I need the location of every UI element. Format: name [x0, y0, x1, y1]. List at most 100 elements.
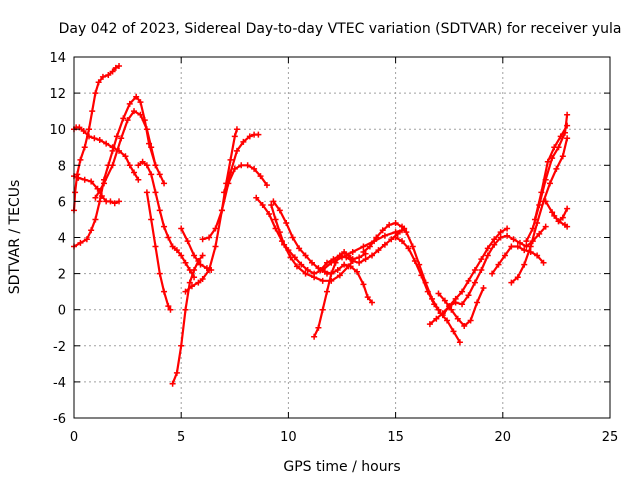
data-point — [188, 283, 195, 290]
data-point — [319, 306, 326, 313]
data-point — [373, 234, 380, 241]
data-point — [227, 156, 234, 163]
data-point — [484, 252, 491, 259]
data-point — [514, 243, 521, 250]
data-point — [96, 198, 103, 205]
data-point — [454, 315, 461, 322]
data-point — [152, 243, 159, 250]
data-point — [88, 178, 95, 185]
data-point — [349, 248, 356, 255]
data-point — [184, 238, 191, 245]
data-point — [471, 279, 478, 286]
data-point — [527, 243, 534, 250]
data-point — [431, 301, 438, 308]
data-point — [510, 236, 517, 243]
data-point — [289, 234, 296, 241]
data-point — [195, 279, 202, 286]
series-arc-13 — [253, 194, 406, 277]
data-point — [450, 328, 457, 335]
axis-ticks: 0 5 10 15 20 25 -6 -4 -2 0 2 4 6 8 10 12 14 — [49, 51, 618, 445]
data-point — [109, 162, 116, 169]
data-point — [564, 135, 571, 142]
data-point — [360, 243, 367, 250]
data-point — [480, 285, 487, 292]
data-point — [287, 254, 294, 261]
data-point — [491, 241, 498, 248]
data-point — [116, 198, 123, 205]
data-point — [156, 171, 163, 178]
data-point — [323, 259, 330, 266]
data-point — [81, 144, 88, 151]
data-point — [549, 209, 556, 216]
data-point — [551, 212, 558, 219]
data-point — [495, 261, 502, 268]
data-point — [137, 111, 144, 118]
data-point — [116, 63, 123, 70]
data-point — [298, 261, 305, 268]
data-point — [233, 147, 240, 154]
data-point — [504, 225, 511, 232]
data-point — [349, 257, 356, 264]
series-arc-20 — [392, 234, 463, 346]
data-point — [474, 299, 481, 306]
data-point — [379, 227, 386, 234]
data-point — [478, 256, 485, 263]
data-point — [452, 295, 459, 302]
series-line — [201, 164, 269, 241]
data-point — [253, 194, 260, 201]
series-arc-18 — [323, 261, 376, 306]
data-point — [178, 225, 185, 232]
y-tick-label: 0 — [58, 304, 66, 319]
y-axis-label: SDTVAR / TECUs — [7, 180, 23, 295]
data-point — [360, 281, 367, 288]
series-arc-29 — [551, 205, 571, 225]
data-point — [435, 290, 442, 297]
data-point — [497, 234, 504, 241]
data-point — [411, 257, 418, 264]
data-point — [126, 162, 133, 169]
data-point — [178, 252, 185, 259]
data-point — [80, 128, 87, 135]
data-point — [255, 131, 262, 138]
data-point — [143, 189, 150, 196]
data-point — [467, 317, 474, 324]
data-point — [364, 294, 371, 301]
x-tick-label: 20 — [495, 430, 512, 445]
data-point — [238, 162, 245, 169]
data-point — [356, 254, 363, 261]
data-point — [388, 236, 395, 243]
data-point — [308, 259, 315, 266]
data-point — [218, 207, 225, 214]
data-point — [523, 238, 530, 245]
series-arc-6 — [135, 158, 198, 281]
series-arc-24 — [489, 243, 547, 277]
data-point — [272, 216, 279, 223]
data-point — [459, 288, 466, 295]
data-point — [564, 223, 571, 230]
data-point — [521, 247, 528, 254]
data-point — [418, 272, 425, 279]
data-point — [405, 245, 412, 252]
data-point — [169, 380, 176, 387]
data-point — [173, 369, 180, 376]
series-arc-8 — [169, 252, 206, 387]
data-point — [83, 236, 90, 243]
series-line — [553, 207, 569, 223]
data-point — [112, 64, 119, 71]
data-point — [531, 216, 538, 223]
data-point — [156, 270, 163, 277]
data-point — [564, 205, 571, 212]
data-point — [529, 225, 536, 232]
data-point — [546, 180, 553, 187]
data-point — [143, 162, 150, 169]
series-line — [313, 250, 367, 338]
data-point — [439, 312, 446, 319]
data-point — [456, 339, 463, 346]
data-point — [186, 279, 193, 286]
data-point — [369, 299, 376, 306]
data-point — [369, 252, 376, 259]
data-point — [182, 288, 189, 295]
data-point — [92, 90, 99, 97]
data-point — [491, 236, 498, 243]
y-tick-label: -2 — [53, 340, 66, 355]
